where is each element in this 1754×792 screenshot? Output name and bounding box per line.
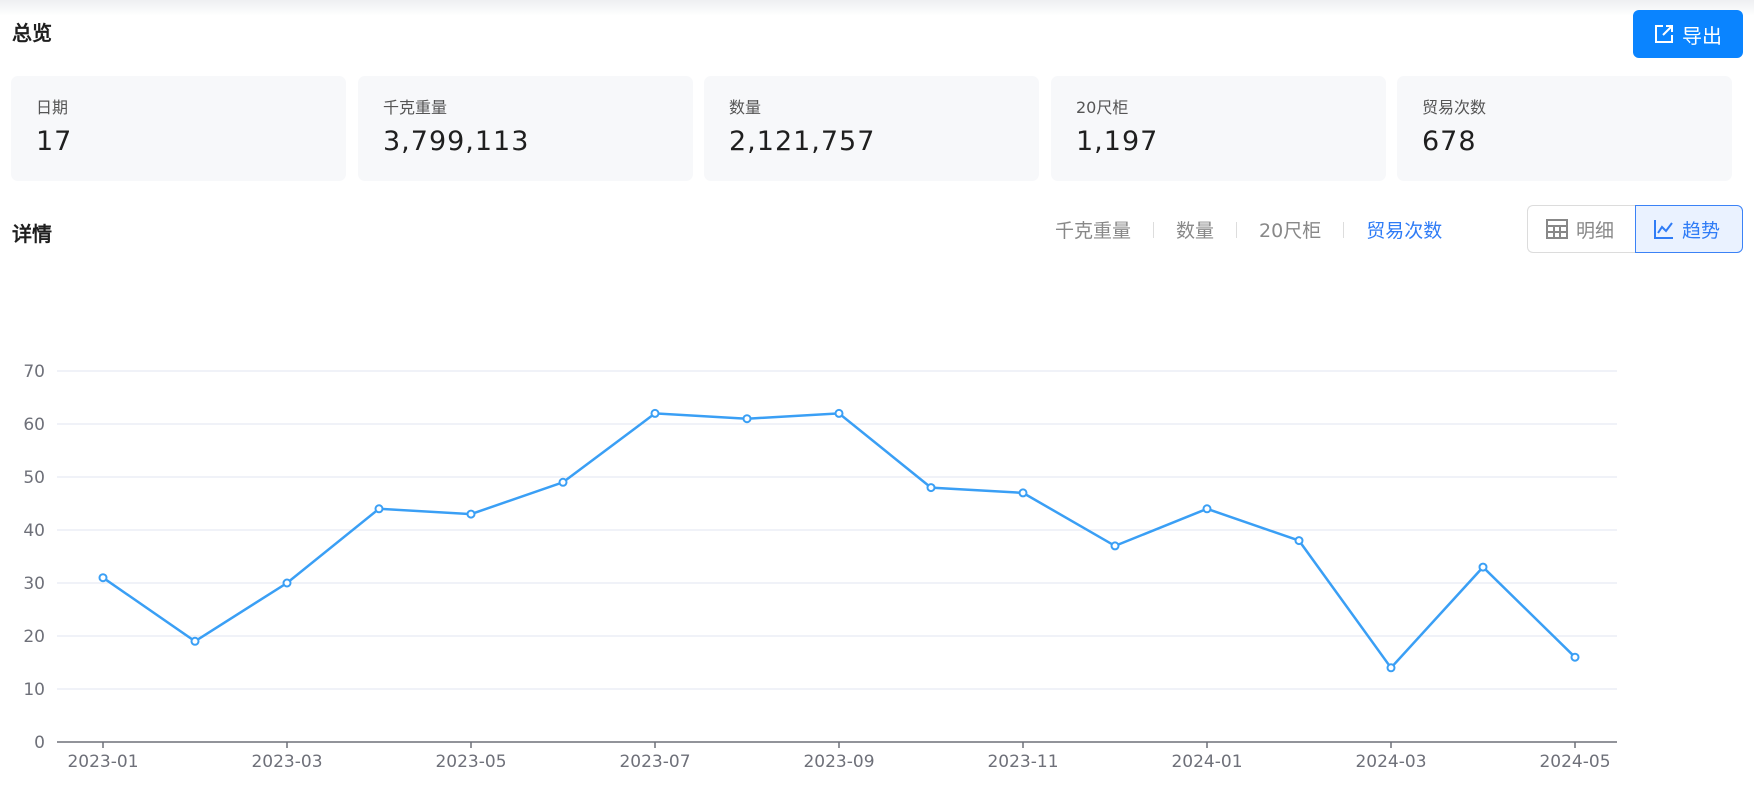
export-button[interactable]: 导出 bbox=[1633, 10, 1743, 58]
stat-card-quantity: 数量 2,121,757 bbox=[704, 76, 1039, 181]
x-tick-label: 2024-01 bbox=[1171, 752, 1242, 772]
y-tick-label: 10 bbox=[23, 680, 45, 700]
metric-tabs: 千克重量 数量 20尺柜 贸易次数 bbox=[1055, 216, 1442, 243]
series-line bbox=[102, 412, 1576, 670]
data-point bbox=[1110, 541, 1120, 551]
export-label: 导出 bbox=[1682, 23, 1722, 48]
stat-label: 20尺柜 bbox=[1076, 98, 1129, 117]
line-chart-icon bbox=[1654, 220, 1673, 239]
x-tick-label: 2023-11 bbox=[987, 752, 1058, 772]
stat-label: 日期 bbox=[36, 98, 69, 117]
data-point bbox=[374, 504, 384, 514]
stat-card-date: 日期 17 bbox=[11, 76, 346, 181]
x-tick-label: 2024-03 bbox=[1355, 752, 1426, 772]
stat-label: 千克重量 bbox=[383, 98, 448, 117]
detail-label: 明细 bbox=[1576, 219, 1615, 242]
divider bbox=[1343, 221, 1345, 238]
data-point bbox=[1386, 663, 1396, 673]
stat-value: 3,799,113 bbox=[383, 126, 530, 157]
stat-value: 17 bbox=[36, 126, 73, 157]
y-tick-label: 60 bbox=[23, 415, 45, 435]
details-title: 详情 bbox=[12, 222, 52, 246]
tab-20ft[interactable]: 20尺柜 bbox=[1259, 220, 1322, 242]
data-point bbox=[650, 408, 660, 418]
x-tick-label: 2024-05 bbox=[1539, 752, 1610, 772]
x-tick-label: 2023-05 bbox=[435, 752, 506, 772]
data-point bbox=[742, 414, 752, 424]
stat-label: 贸易次数 bbox=[1422, 98, 1487, 117]
detail-view-button[interactable]: 明细 bbox=[1527, 205, 1635, 253]
data-point bbox=[98, 573, 108, 583]
data-point bbox=[466, 509, 476, 519]
stat-label: 数量 bbox=[729, 98, 762, 117]
view-toggle: 明细 趋势 bbox=[1527, 205, 1743, 253]
divider bbox=[1236, 221, 1238, 238]
stat-card-20ft: 20尺柜 1,197 bbox=[1051, 76, 1386, 181]
y-tick-label: 50 bbox=[23, 468, 45, 488]
data-point bbox=[926, 483, 936, 493]
y-tick-label: 40 bbox=[23, 521, 45, 541]
x-tick-label: 2023-01 bbox=[67, 752, 138, 772]
y-tick-label: 0 bbox=[34, 733, 45, 753]
divider bbox=[1153, 221, 1155, 238]
stat-value: 678 bbox=[1422, 126, 1477, 157]
y-tick-label: 70 bbox=[23, 362, 45, 382]
x-tick-label: 2023-09 bbox=[803, 752, 874, 772]
tab-trades[interactable]: 贸易次数 bbox=[1366, 220, 1443, 242]
overview-title: 总览 bbox=[12, 21, 52, 45]
data-point bbox=[282, 578, 292, 588]
data-point bbox=[1294, 536, 1304, 546]
stat-value: 2,121,757 bbox=[729, 126, 876, 157]
external-link-icon bbox=[1655, 25, 1673, 43]
trend-label: 趋势 bbox=[1682, 219, 1721, 242]
y-tick-label: 20 bbox=[23, 627, 45, 647]
data-point bbox=[1570, 652, 1580, 662]
trade-count-line-chart: 0 10 20 30 40 50 60 70 2023-01 2023-03 2023-05 2023… bbox=[23, 362, 1617, 772]
x-tick-label: 2023-07 bbox=[619, 752, 690, 772]
y-tick-label: 30 bbox=[23, 574, 45, 594]
data-point bbox=[1478, 562, 1488, 572]
stat-card-weight: 千克重量 3,799,113 bbox=[358, 76, 693, 181]
table-icon bbox=[1546, 219, 1568, 239]
data-point bbox=[558, 477, 568, 487]
tab-quantity[interactable]: 数量 bbox=[1176, 220, 1215, 242]
data-point bbox=[1018, 488, 1028, 498]
top-shadow bbox=[0, 0, 1754, 16]
x-tick-label: 2023-03 bbox=[251, 752, 322, 772]
data-point bbox=[190, 636, 200, 646]
data-point bbox=[834, 408, 844, 418]
trend-view-button[interactable]: 趋势 bbox=[1635, 205, 1743, 253]
tab-weight[interactable]: 千克重量 bbox=[1055, 220, 1132, 242]
stat-value: 1,197 bbox=[1076, 126, 1159, 157]
data-point bbox=[1202, 504, 1212, 514]
stat-card-trades: 贸易次数 678 bbox=[1397, 76, 1732, 181]
